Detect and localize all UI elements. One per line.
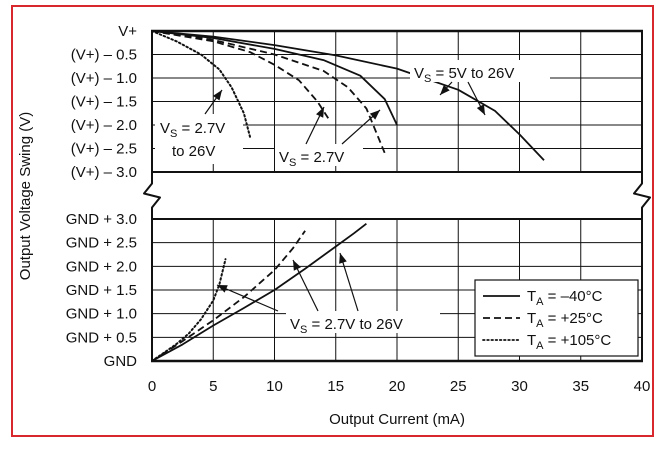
- x-axis-label: Output Current (mA): [329, 411, 465, 428]
- y-tick-label: GND + 0.5: [66, 329, 137, 346]
- annotation-upper-mid: VS = 2.7V: [279, 149, 344, 169]
- legend-label: TA = –40°C: [527, 288, 603, 308]
- x-tick-label: 35: [572, 378, 589, 395]
- annotation-bg: [410, 60, 550, 82]
- y-tick-label: (V+) – 1.5: [71, 94, 137, 111]
- legend-label: TA = +25°C: [527, 310, 603, 330]
- legend-label: TA = +105°C: [527, 332, 611, 352]
- arrow-lower-2: [339, 252, 359, 312]
- figure-frame: [11, 5, 654, 437]
- annotation-lower: VS = 2.7V to 26V: [290, 316, 403, 336]
- annotation-bg: [155, 114, 243, 164]
- annotation-upper-left: VS = 2.7V: [160, 120, 225, 140]
- x-tick-label: 5: [209, 378, 217, 395]
- y-tick-label: GND + 3.0: [66, 211, 137, 228]
- legend-box: [474, 279, 639, 357]
- tick-labels: V+ (V+) – 0.5 (V+) – 1.0 (V+) – 1.5 (V+) – 2…: [66, 23, 651, 395]
- annotation-bg: [286, 311, 440, 333]
- annotation-upper-right: VS = 5V to 26V: [414, 65, 514, 85]
- y-tick-label: (V+) – 1.0: [71, 70, 137, 87]
- series-line-lower-solid: [151, 222, 367, 362]
- y-tick-label: (V+) – 2.5: [71, 141, 137, 158]
- arrow-lower-1-head: [293, 260, 301, 271]
- x-tick-label: 25: [450, 378, 467, 395]
- y-tick-label: (V+) – 0.5: [71, 47, 137, 64]
- y-tick-label: (V+) – 2.0: [71, 117, 137, 134]
- y-tick-label: GND + 1.0: [66, 306, 137, 323]
- series-line-upper-dotted: [151, 30, 251, 138]
- annotations: VS = 2.7V to 26V VS = 2.7V VS = 5V to 26V VS…: [155, 60, 550, 336]
- y-tick-label: GND: [104, 353, 138, 370]
- y-tick-label: GND + 1.5: [66, 282, 137, 299]
- x-tick-label: 10: [266, 378, 283, 395]
- legend: TA = –40°CTA = +25°CTA = +105°C: [474, 279, 639, 357]
- series-line-lower-dotted: [151, 258, 227, 362]
- series-line-upper-dashed: [151, 30, 386, 154]
- arrow-lower-3-head: [217, 285, 228, 293]
- y-tick-label: (V+) – 3.0: [71, 164, 137, 181]
- arrow-lower-3: [216, 284, 279, 312]
- x-tick-label: 15: [327, 378, 344, 395]
- y-axis-label: Output Voltage Swing (V): [17, 112, 34, 280]
- y-tick-label: V+: [118, 23, 137, 40]
- x-tick-label: 40: [634, 378, 651, 395]
- axis-break-right: [633, 172, 651, 219]
- x-tick-label: 0: [148, 378, 156, 395]
- series-line-upper-solid: [151, 30, 545, 161]
- arrow-upper-right-1-head: [440, 84, 450, 95]
- series-line-upper-solid: [151, 30, 398, 126]
- series-line-lower-dashed: [151, 230, 306, 362]
- annotation-upper-left-line2: to 26V: [172, 143, 215, 160]
- arrow-upper-mid-1-head: [316, 107, 324, 118]
- arrow-upper-mid-2-head: [369, 110, 380, 120]
- axis-break-left: [143, 172, 161, 219]
- arrow-upper-left-head: [212, 90, 222, 101]
- y-tick-label: GND + 2.0: [66, 258, 137, 275]
- arrow-upper-right-2-head: [476, 104, 485, 115]
- arrow-lower-2-head: [339, 253, 347, 264]
- y-tick-label: GND + 2.5: [66, 235, 137, 252]
- x-tick-label: 30: [511, 378, 528, 395]
- annotation-bg: [275, 144, 363, 166]
- x-tick-label: 20: [389, 378, 406, 395]
- plot-panels: [143, 29, 651, 363]
